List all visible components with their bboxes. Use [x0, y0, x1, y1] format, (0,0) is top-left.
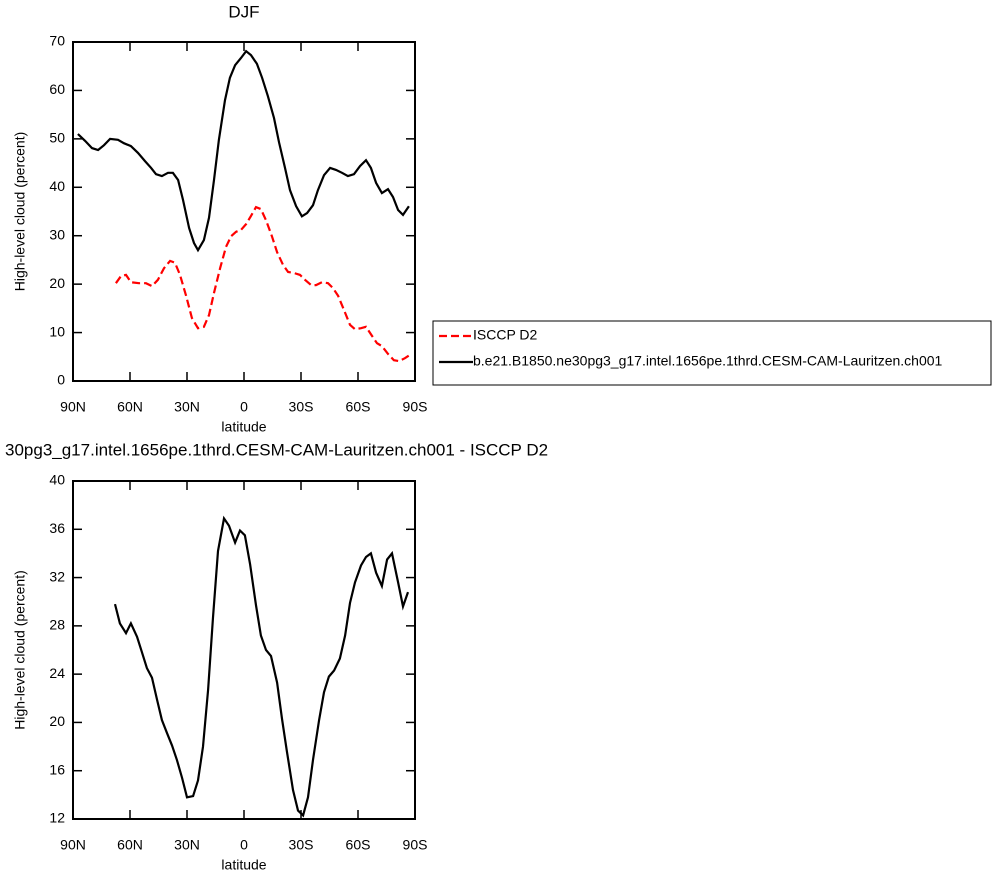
x-tick-label: 90S — [403, 399, 428, 415]
y-tick-label: 32 — [49, 568, 65, 584]
plot-frame — [72, 480, 416, 820]
y-tick-label: 10 — [49, 323, 65, 339]
y-tick-label: 60 — [49, 81, 65, 97]
y-tick-label: 30 — [49, 226, 65, 242]
x-tick-label: 30N — [174, 837, 200, 853]
y-tick-label: 0 — [57, 372, 65, 388]
y-tick-label: 20 — [49, 275, 65, 291]
x-tick-label: 90N — [60, 399, 86, 415]
y-tick-label: 24 — [49, 665, 65, 681]
y-tick-label: 28 — [49, 617, 65, 633]
chart-title: DJF — [228, 2, 259, 21]
x-tick-label: 90S — [403, 837, 428, 853]
chart-title: 30pg3_g17.intel.1656pe.1thrd.CESM-CAM-La… — [5, 440, 548, 459]
data-line — [77, 49, 410, 253]
x-axis-label: latitude — [221, 419, 266, 435]
y-tick-label: 20 — [49, 713, 65, 729]
x-tick-label: 60S — [346, 837, 371, 853]
x-tick-label: 0 — [240, 399, 248, 415]
x-tick-label: 60S — [346, 399, 371, 415]
x-tick-label: 0 — [240, 837, 248, 853]
y-tick-label: 36 — [49, 520, 65, 536]
y-tick-label: 12 — [49, 810, 65, 826]
y-tick-label: 40 — [49, 178, 65, 194]
x-axis-label: latitude — [221, 857, 266, 873]
x-tick-label: 90N — [60, 837, 86, 853]
data-line — [115, 205, 411, 363]
legend-label: ISCCP D2 — [473, 327, 538, 343]
x-tick-label: 30S — [289, 399, 314, 415]
x-tick-label: 60N — [117, 399, 143, 415]
y-axis-label: High-level cloud (percent) — [12, 132, 28, 292]
legend-label: b.e21.B1850.ne30pg3_g17.intel.1656pe.1th… — [473, 353, 943, 369]
legend-box — [432, 320, 992, 386]
y-tick-label: 70 — [49, 33, 65, 49]
y-tick-label: 40 — [49, 472, 65, 488]
y-tick-label: 16 — [49, 761, 65, 777]
plot-frame — [72, 41, 416, 382]
x-tick-label: 30S — [289, 837, 314, 853]
y-axis-label: High-level cloud (percent) — [12, 570, 28, 730]
y-tick-label: 50 — [49, 130, 65, 146]
x-tick-label: 60N — [117, 837, 143, 853]
x-tick-label: 30N — [174, 399, 200, 415]
data-line — [113, 515, 410, 818]
